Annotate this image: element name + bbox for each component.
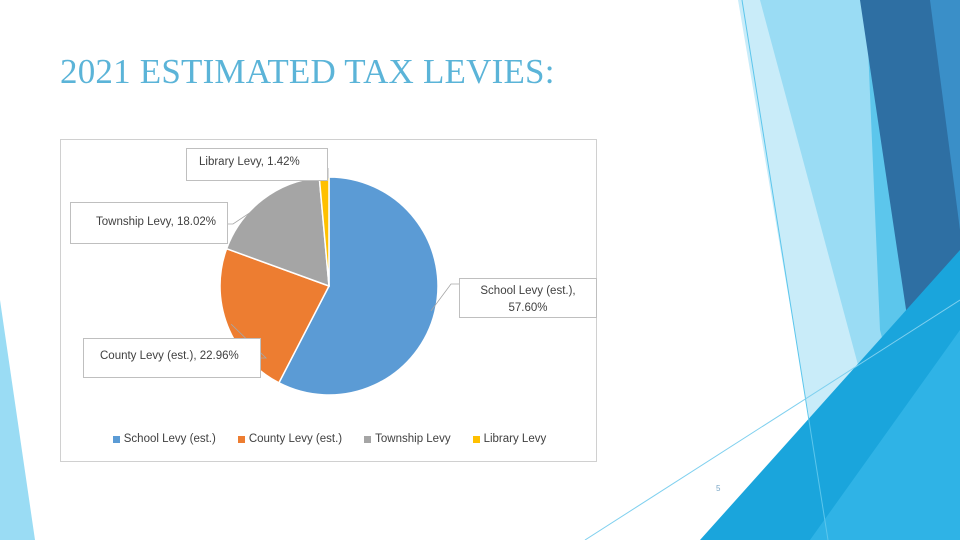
legend-swatch-library	[472, 435, 480, 443]
legend-item-county: County Levy (est.)	[237, 433, 343, 445]
deco-shape-dark-2	[930, 0, 960, 230]
deco-shape-dark-1	[860, 0, 960, 370]
page-number: 5	[716, 484, 721, 493]
deco-line-2	[584, 299, 960, 540]
data-label-township-text: Township Levy, 18.02%	[96, 216, 216, 228]
leader-line-school	[430, 283, 459, 312]
legend-swatch-township	[364, 435, 372, 443]
leader-line-county	[230, 323, 267, 359]
data-label-township: Township Levy, 18.02%	[70, 202, 228, 244]
legend-label-township: Township Levy	[375, 433, 451, 445]
data-label-school-text: School Levy (est.), 57.60%	[480, 285, 576, 314]
pie-slice-school	[277, 176, 439, 396]
data-label-library: Library Levy, 1.42%	[186, 148, 328, 181]
legend-swatch-county	[237, 435, 245, 443]
callout-leader-lines	[228, 168, 459, 359]
leader-line-township	[228, 202, 266, 225]
legend-item-library: Library Levy	[472, 433, 547, 445]
data-label-county: County Levy (est.), 22.96%	[83, 338, 261, 378]
deco-shape-left	[0, 300, 35, 540]
legend-label-school: School Levy (est.)	[123, 433, 216, 445]
legend-swatch-school	[112, 435, 120, 443]
legend-label-county: County Levy (est.)	[248, 433, 343, 445]
slide-title: 2021 ESTIMATED TAX LEVIES:	[60, 52, 555, 91]
data-label-school: School Levy (est.), 57.60%	[459, 278, 597, 318]
pie-chart-frame: Library Levy, 1.42% Township Levy, 18.02…	[60, 139, 597, 462]
chart-legend: School Levy (est.) County Levy (est.) To…	[61, 433, 598, 445]
deco-line-1	[741, 0, 829, 540]
legend-label-library: Library Levy	[483, 433, 547, 445]
legend-item-township: Township Levy	[364, 433, 451, 445]
deco-shape-mid-2	[810, 330, 960, 540]
data-label-county-text: County Levy (est.), 22.96%	[100, 350, 239, 362]
data-label-library-text: Library Levy, 1.42%	[199, 156, 300, 168]
legend-item-school: School Levy (est.)	[112, 433, 216, 445]
